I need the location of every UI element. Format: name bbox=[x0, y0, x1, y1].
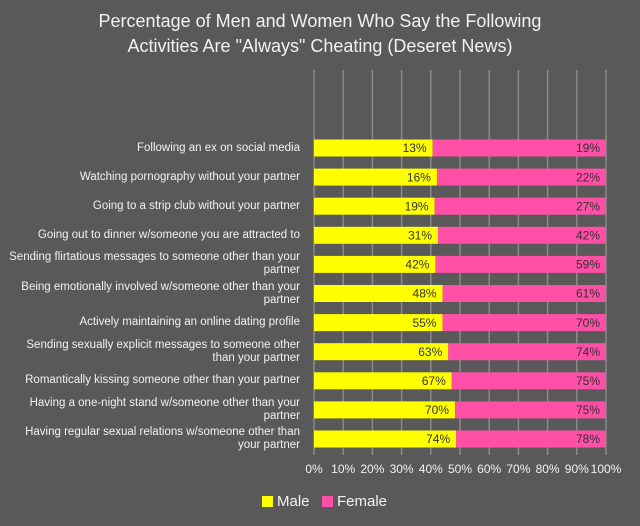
data-label: 70% bbox=[425, 403, 449, 417]
data-label: 42% bbox=[576, 228, 600, 242]
bar-segment bbox=[314, 168, 437, 186]
data-label: 61% bbox=[576, 287, 600, 301]
data-label: 75% bbox=[576, 403, 600, 417]
data-label: 48% bbox=[413, 287, 437, 301]
data-label: 19% bbox=[576, 141, 600, 155]
data-label: 59% bbox=[576, 258, 600, 272]
chart-title: Percentage of Men and Women Who Say the … bbox=[99, 11, 542, 31]
bar-segment bbox=[314, 226, 438, 244]
bar-segment bbox=[438, 226, 606, 244]
y-tick-label: Going out to dinner w/someone you are at… bbox=[37, 228, 300, 241]
data-label: 13% bbox=[403, 141, 427, 155]
data-label: 74% bbox=[426, 432, 450, 446]
x-tick-label: 100% bbox=[591, 462, 622, 476]
bar-segment bbox=[314, 372, 452, 390]
x-tick-label: 80% bbox=[536, 462, 560, 476]
y-tick-label: Following an ex on social media bbox=[136, 141, 300, 154]
bar-segment bbox=[442, 314, 606, 332]
x-tick-label: 10% bbox=[331, 462, 355, 476]
x-tick-label: 40% bbox=[419, 462, 443, 476]
data-label: 42% bbox=[405, 258, 429, 272]
bar-segment bbox=[435, 255, 606, 273]
y-tick-label: Watching pornography without your partne… bbox=[79, 170, 300, 183]
data-label: 63% bbox=[418, 345, 442, 359]
x-tick-label: 30% bbox=[390, 462, 414, 476]
y-tick-label: Having a one-night stand w/someone other… bbox=[29, 396, 300, 422]
category-label-box: Following an ex on social media bbox=[136, 141, 300, 154]
bar-segment bbox=[442, 285, 606, 302]
category-label-box: Going out to dinner w/someone you are at… bbox=[37, 228, 300, 241]
data-label: 67% bbox=[422, 374, 446, 388]
bar-segment bbox=[314, 343, 449, 361]
bar-segment bbox=[456, 430, 606, 448]
bar-segment bbox=[448, 343, 606, 361]
bar-segment bbox=[314, 430, 457, 448]
data-label: 75% bbox=[576, 374, 600, 388]
x-tick-label: 50% bbox=[448, 462, 472, 476]
bar-segment bbox=[434, 197, 606, 215]
y-tick-label: Sending sexually explicit messages to so… bbox=[26, 338, 300, 364]
bar-segment bbox=[454, 401, 606, 419]
bar-segment bbox=[451, 372, 606, 390]
data-label: 27% bbox=[576, 199, 600, 213]
y-tick-label: Being emotionally involved w/someone oth… bbox=[21, 280, 300, 306]
bar-segment bbox=[432, 139, 606, 157]
y-tick-label: Romantically kissing someone other than … bbox=[25, 374, 300, 387]
data-label: 70% bbox=[576, 316, 600, 330]
data-label: 22% bbox=[576, 170, 600, 184]
data-label: 74% bbox=[576, 345, 600, 359]
data-label: 55% bbox=[412, 316, 436, 330]
bar-segment bbox=[314, 401, 455, 419]
y-tick-label: Having regular sexual relations w/someon… bbox=[25, 426, 300, 451]
data-label: 19% bbox=[405, 199, 429, 213]
y-tick-label: Sending flirtatious messages to someone … bbox=[9, 251, 300, 277]
y-tick-label: Actively maintaining an online dating pr… bbox=[79, 316, 300, 329]
legend-label: Male bbox=[277, 493, 310, 510]
category-label-box: Romantically kissing someone other than … bbox=[25, 374, 300, 387]
x-tick-label: 60% bbox=[477, 462, 501, 476]
chart-title: Activities Are "Always" Cheating (Desere… bbox=[128, 36, 513, 56]
y-tick-label: Going to a strip club without your partn… bbox=[92, 199, 300, 212]
legend-swatch bbox=[262, 496, 273, 507]
x-tick-label: 70% bbox=[506, 462, 530, 476]
legend-label: Female bbox=[337, 493, 387, 510]
category-label-box: Sending flirtatious messages to someone … bbox=[9, 251, 300, 277]
bar-segment bbox=[314, 197, 435, 215]
bar-segment bbox=[314, 139, 433, 157]
x-tick-label: 20% bbox=[360, 462, 384, 476]
category-label-box: Watching pornography without your partne… bbox=[79, 170, 300, 183]
bar-segment bbox=[314, 255, 436, 273]
data-label: 31% bbox=[408, 228, 432, 242]
category-label-box: Having a one-night stand w/someone other… bbox=[29, 396, 300, 422]
category-label-box: Being emotionally involved w/someone oth… bbox=[21, 280, 300, 306]
data-label: 78% bbox=[576, 432, 600, 446]
category-label-box: Sending sexually explicit messages to so… bbox=[26, 338, 300, 364]
bar-segment bbox=[436, 168, 606, 186]
category-label-box: Going to a strip club without your partn… bbox=[92, 199, 300, 212]
data-label: 16% bbox=[407, 170, 431, 184]
bar-segment bbox=[314, 314, 443, 332]
bar-segment bbox=[314, 285, 443, 302]
x-tick-label: 0% bbox=[305, 462, 323, 476]
category-label-box: Having regular sexual relations w/someon… bbox=[25, 426, 300, 451]
category-label-box: Actively maintaining an online dating pr… bbox=[79, 316, 300, 329]
legend-swatch bbox=[322, 496, 333, 507]
x-tick-label: 90% bbox=[565, 462, 589, 476]
